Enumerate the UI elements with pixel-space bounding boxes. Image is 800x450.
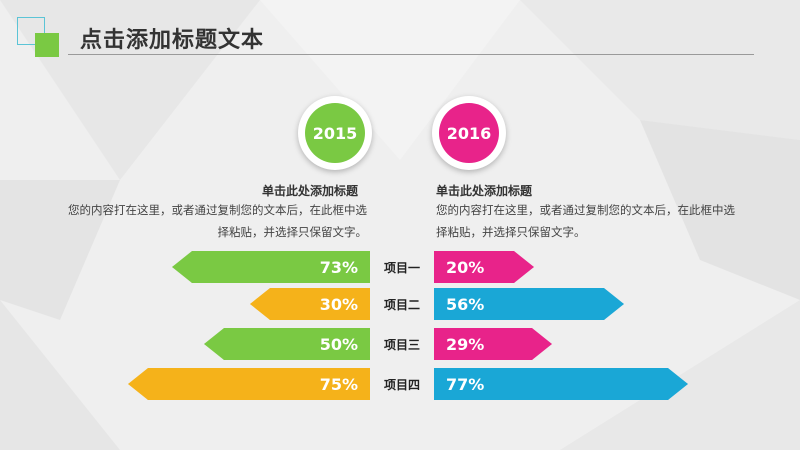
- logo-green-square: [35, 33, 59, 57]
- page-title: 点击添加标题文本: [80, 28, 265, 53]
- left-bar-item1: 73%: [172, 251, 370, 283]
- right-bar-item1: 20%: [434, 251, 534, 283]
- logo-outline-square: [17, 17, 45, 45]
- left-value-item2: 30%: [319, 294, 358, 314]
- right-value-item4: 77%: [446, 374, 485, 394]
- item-label-3: 项目三: [383, 338, 420, 352]
- right-value-item1: 20%: [446, 257, 485, 277]
- title-divider: [68, 54, 754, 55]
- right-bar-item3: 29%: [434, 328, 552, 360]
- year-label-2015: 2015: [305, 103, 365, 163]
- left-value-item1: 73%: [319, 257, 358, 277]
- caption-title-right: 单击此处添加标题: [436, 184, 533, 198]
- right-value-item3: 29%: [446, 334, 485, 354]
- year-label-2016: 2016: [439, 103, 499, 163]
- year-badge-2016: 2016: [432, 96, 506, 170]
- year-badge-2015: 2015: [298, 96, 372, 170]
- left-bar-item4: 75%: [128, 368, 370, 400]
- caption-body-right: 您的内容打在这里，或者通过复制您的文本后，在此框中选择粘贴，并选择只保留文字。: [436, 203, 735, 239]
- item-label-1: 项目一: [383, 261, 420, 275]
- left-bar-item3: 50%: [204, 328, 370, 360]
- left-value-item3: 50%: [319, 334, 358, 354]
- right-bar-item4: 77%: [434, 368, 688, 400]
- caption-title-left: 单击此处添加标题: [262, 184, 359, 198]
- right-value-item2: 56%: [446, 294, 485, 314]
- right-bar-item2: 56%: [434, 288, 624, 320]
- item-label-2: 项目二: [383, 298, 420, 312]
- caption-body-left: 您的内容打在这里，或者通过复制您的文本后，在此框中选择粘贴，并选择只保留文字。: [68, 203, 367, 239]
- item-label-4: 项目四: [383, 378, 420, 392]
- left-value-item4: 75%: [319, 374, 358, 394]
- left-bar-item2: 30%: [250, 288, 370, 320]
